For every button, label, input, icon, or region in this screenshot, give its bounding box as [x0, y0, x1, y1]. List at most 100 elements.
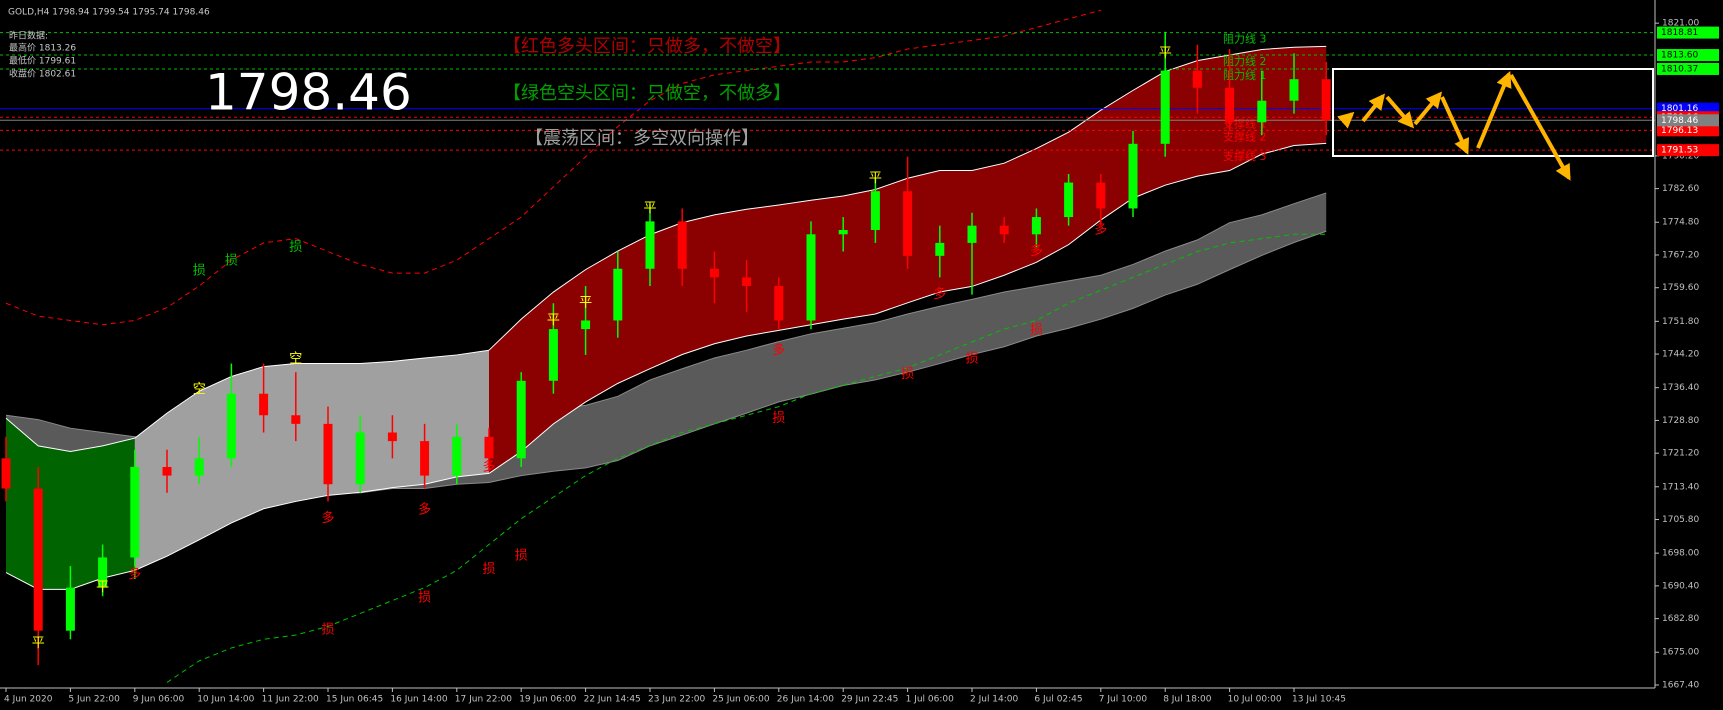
y-tick-label: 1767.20: [1662, 250, 1699, 260]
signal-label: 损: [901, 367, 914, 382]
big-price: 1798.46: [205, 64, 412, 122]
candle-body: [613, 268, 623, 321]
y-tick-label: 1675.00: [1662, 648, 1699, 658]
forecast-arrows: [1337, 71, 1571, 181]
signal-label: 空: [193, 382, 206, 397]
signal-label: 平: [643, 201, 656, 216]
price-tag: [1657, 62, 1719, 75]
band-lower: [134, 472, 490, 571]
candle-body: [98, 557, 108, 588]
candle-body: [742, 277, 752, 286]
candle-body: [516, 380, 526, 459]
arrow: [1385, 95, 1415, 129]
x-tick-label: 7 Jul 10:00: [1099, 695, 1148, 705]
candles-layer: [1, 31, 1331, 666]
note: 【绿色空头区间：只做空，不做多】: [503, 83, 791, 104]
x-tick-label: 4 Jun 2020: [4, 695, 53, 705]
y-tick-label: 1698.00: [1662, 549, 1699, 559]
candle-body: [33, 488, 43, 631]
candle-body: [323, 423, 333, 485]
x-tick-label: 22 Jun 14:45: [584, 695, 641, 705]
signal-label: 多: [482, 458, 495, 474]
signal-label: 损: [321, 622, 334, 637]
x-tick-label: 13 Jul 10:45: [1292, 695, 1346, 705]
candle-body: [1160, 70, 1170, 144]
arrow: [1509, 74, 1571, 181]
candle-body: [1, 458, 11, 489]
signal-label: 平: [96, 580, 109, 595]
info-line: 收盘价 1802.61: [9, 68, 76, 80]
candle-body: [452, 436, 462, 476]
signal-label: 空: [289, 352, 302, 367]
y-tick-label: 1821.00: [1662, 19, 1699, 29]
x-tick-label: 1 Jul 06:00: [906, 695, 955, 705]
lines-layer: [5, 9, 1327, 683]
price-tag: [1657, 124, 1719, 137]
x-tick-label: 11 Jun 22:00: [262, 695, 319, 705]
price-tag-label: 1818.81: [1661, 28, 1698, 38]
y-tick-label: 1721.20: [1662, 449, 1699, 459]
y-tick-label: 1759.60: [1662, 283, 1699, 293]
candle-body: [1064, 182, 1074, 218]
signal-label: 损: [772, 411, 785, 426]
candle-body: [194, 458, 204, 476]
x-tick-label: 29 Jun 22:45: [841, 695, 898, 705]
arrow: [1440, 96, 1469, 155]
candle-body: [1289, 79, 1299, 101]
candle-body: [355, 432, 365, 485]
info-line: 最低价 1799.61: [9, 55, 76, 67]
candle-body: [1128, 143, 1138, 209]
candle-body: [162, 466, 172, 476]
candle-body: [774, 285, 784, 321]
x-tick-label: 10 Jul 00:00: [1228, 695, 1282, 705]
signal-label: 平: [547, 313, 560, 328]
y-tick-label: 1744.20: [1662, 350, 1699, 360]
y-tick-label: 1667.40: [1662, 680, 1699, 690]
x-tick-label: 6 Jul 02:45: [1034, 695, 1082, 705]
candle-body: [484, 436, 494, 459]
candle-body: [291, 415, 301, 424]
price-tag-label: 1796.13: [1661, 126, 1698, 136]
candle-body: [65, 587, 75, 631]
forecast-box: [1332, 68, 1654, 157]
x-tick-label: 23 Jun 22:00: [648, 695, 705, 705]
candle-body: [999, 225, 1009, 235]
candle-body: [870, 191, 880, 230]
y-tick-label: 1736.40: [1662, 383, 1699, 393]
level-name: 阻力线 3: [1223, 32, 1267, 46]
candle-body: [645, 221, 655, 269]
signal-label: 多: [1030, 243, 1043, 259]
signal-label: 损: [289, 240, 302, 255]
arrow: [1361, 93, 1385, 123]
y-tick-label: 1774.80: [1662, 218, 1699, 228]
band-lower: [488, 142, 1327, 474]
candle-body: [838, 229, 848, 235]
info-line: 最高价 1813.26: [9, 42, 76, 54]
note: 【震荡区间：多空双向操作】: [525, 128, 759, 149]
current-price-tag: [1657, 114, 1719, 127]
y-tick-label: 1690.40: [1662, 581, 1699, 591]
y-tick-label: 1682.80: [1662, 614, 1699, 624]
candle-body: [130, 466, 140, 558]
signal-label: 多: [128, 566, 141, 582]
signal-label: 平: [32, 636, 45, 651]
x-tick-label: 10 Jun 14:00: [197, 695, 254, 705]
candle-body: [581, 320, 591, 330]
forecast-sketch: [1332, 68, 1654, 181]
price-tag-label: 1810.37: [1661, 64, 1698, 74]
note: 【红色多头区间：只做多，不做空】: [503, 36, 791, 57]
x-tick-label: 2 Jul 14:00: [970, 695, 1019, 705]
indicator-line: [166, 233, 1327, 683]
price-tag: [1657, 26, 1719, 39]
price-tag-label: 1813.60: [1661, 51, 1698, 61]
signal-label: 平: [579, 296, 592, 311]
candle-body: [420, 441, 430, 476]
candle-body: [1257, 100, 1267, 123]
signal-label: 多: [933, 286, 946, 302]
band-upper: [134, 349, 490, 439]
candle-body: [1096, 182, 1106, 209]
signal-label: 损: [482, 562, 495, 577]
candle-body: [935, 242, 945, 256]
